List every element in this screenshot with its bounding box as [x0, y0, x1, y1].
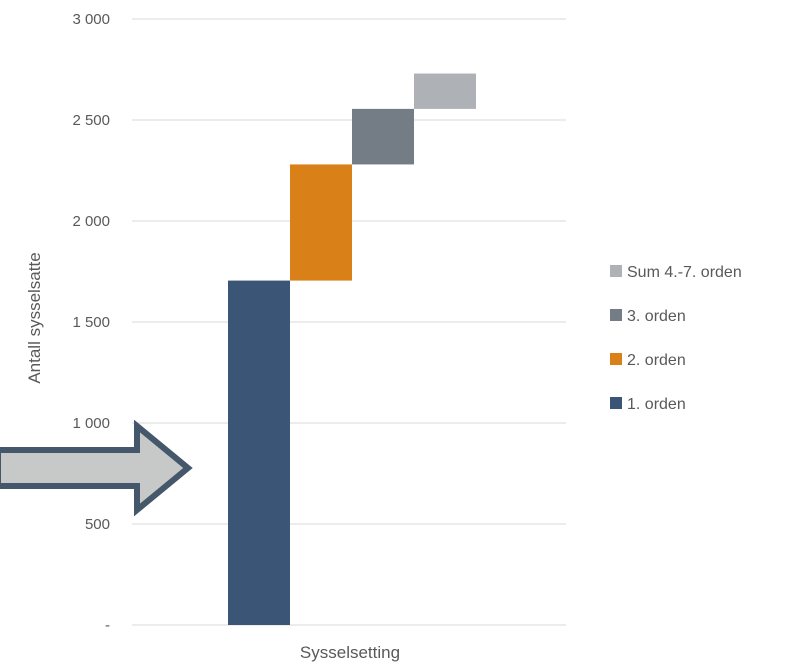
x-axis-title: Sysselsetting: [300, 643, 400, 662]
bar-3: [352, 108, 414, 165]
legend-label: 1. orden: [627, 396, 686, 413]
bar-2: [290, 164, 352, 281]
y-tick-label: 3 000: [72, 11, 110, 28]
bar-1: [228, 280, 290, 625]
y-tick-label: 2 500: [72, 112, 110, 129]
legend-swatch: [610, 309, 622, 321]
y-axis-title: Antall sysselsatte: [25, 252, 44, 383]
y-tick-label: 1 500: [72, 314, 110, 331]
legend-swatch: [610, 397, 622, 409]
legend-label: Sum 4.-7. orden: [627, 264, 742, 281]
legend-label: 3. orden: [627, 308, 686, 325]
y-tick-label: 500: [85, 516, 110, 533]
y-tick-label: 2 000: [72, 213, 110, 230]
pointer-arrow-annotation: [0, 419, 193, 517]
legend-swatch: [610, 265, 622, 277]
legend-label: 2. orden: [627, 352, 686, 369]
legend: Sum 4.-7. orden 3. orden 2. orden 1. orden: [610, 264, 742, 413]
gridlines: [132, 18, 566, 626]
bar-4: [414, 73, 476, 109]
y-tick-label: -: [105, 617, 110, 634]
legend-swatch: [610, 353, 622, 365]
bars: [228, 73, 476, 625]
y-axis-tick-labels: - 500 1 000 1 500 2 000 2 500 3 000: [72, 11, 110, 634]
y-tick-label: 1 000: [72, 415, 110, 432]
